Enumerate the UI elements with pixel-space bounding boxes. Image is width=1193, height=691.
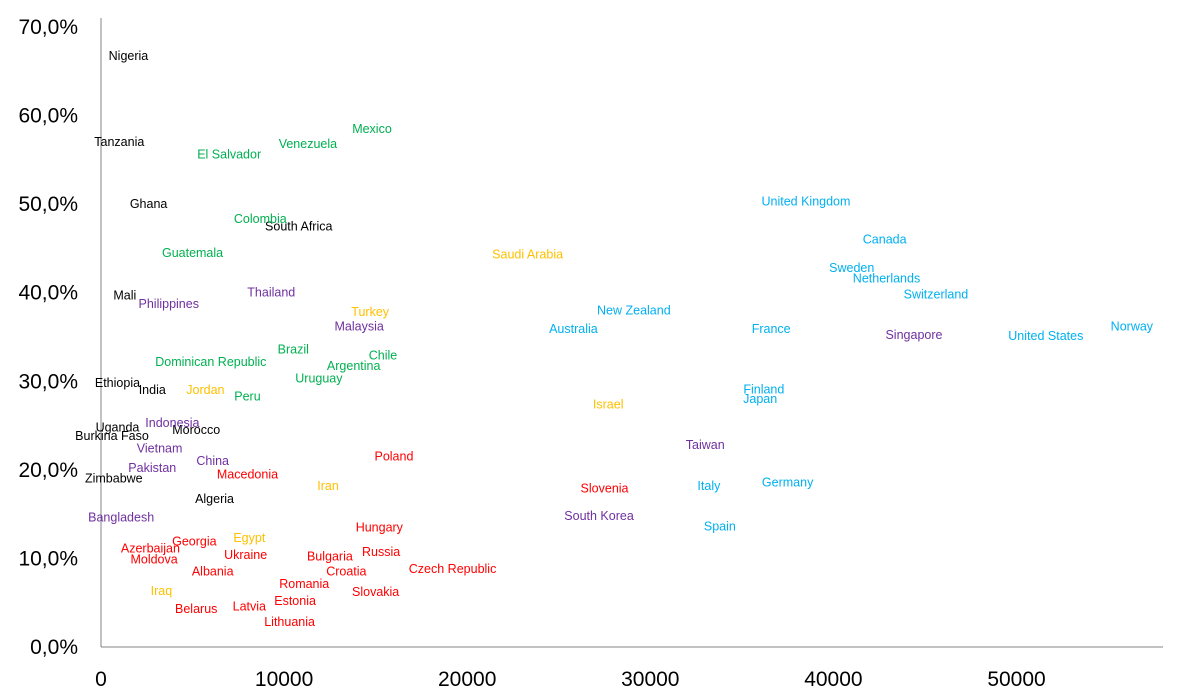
point-label-philippines: Philippines	[139, 297, 199, 311]
point-label-malaysia: Malaysia	[335, 319, 384, 333]
chart-axes	[100, 18, 1163, 648]
point-label-bulgaria: Bulgaria	[307, 550, 353, 564]
point-label-lithuania: Lithuania	[264, 615, 315, 629]
x-tick-label: 30000	[621, 668, 679, 691]
x-tick-label: 10000	[255, 668, 313, 691]
point-label-canada: Canada	[863, 233, 907, 247]
point-label-russia: Russia	[362, 545, 400, 559]
point-label-czech-republic: Czech Republic	[409, 562, 497, 576]
point-label-france: France	[752, 322, 791, 336]
point-label-peru: Peru	[234, 389, 260, 403]
point-label-norway: Norway	[1111, 319, 1154, 333]
point-label-latvia: Latvia	[233, 599, 266, 613]
x-tick-labels: 0 10000 20000 30000 40000 50000	[95, 668, 1046, 691]
point-label-morocco: Morocco	[172, 423, 220, 437]
point-label-egypt: Egypt	[233, 531, 265, 545]
y-tick-label: 70,0%	[18, 16, 78, 39]
y-tick-label: 30,0%	[18, 370, 78, 393]
point-label-romania: Romania	[279, 577, 329, 591]
point-label-belarus: Belarus	[175, 602, 217, 616]
y-tick-label: 40,0%	[18, 282, 78, 305]
point-label-turkey: Turkey	[351, 305, 389, 319]
x-tick-label: 20000	[438, 668, 496, 691]
point-label-venezuela: Venezuela	[279, 137, 337, 151]
point-label-south-africa: South Africa	[265, 219, 332, 233]
point-label-uruguay: Uruguay	[295, 372, 343, 386]
point-label-united-states: United States	[1008, 329, 1083, 343]
point-label-brazil: Brazil	[278, 342, 309, 356]
point-label-croatia: Croatia	[326, 565, 366, 579]
point-label-india: India	[139, 383, 166, 397]
point-label-algeria: Algeria	[195, 492, 234, 506]
y-tick-label: 0,0%	[30, 636, 78, 659]
point-label-hungary: Hungary	[356, 520, 404, 534]
point-label-mali: Mali	[113, 288, 136, 302]
point-label-ethiopia: Ethiopia	[95, 376, 140, 390]
data-point-labels: Nigeria Tanzania Ghana South Africa Mali Ethi…	[75, 49, 1154, 629]
point-label-zimbabwe: Zimbabwe	[85, 472, 143, 486]
point-label-argentina: Argentina	[327, 359, 381, 373]
point-label-macedonia: Macedonia	[217, 467, 278, 481]
point-label-switzerland: Switzerland	[904, 287, 969, 301]
point-label-australia: Australia	[549, 322, 598, 336]
point-label-slovenia: Slovenia	[581, 481, 629, 495]
point-label-mexico: Mexico	[352, 122, 392, 136]
point-label-bangladesh: Bangladesh	[88, 511, 154, 525]
point-label-taiwan: Taiwan	[686, 438, 725, 452]
point-label-iraq: Iraq	[151, 584, 173, 598]
point-label-dominican-republic: Dominican Republic	[155, 355, 266, 369]
point-label-uganda: Uganda	[96, 420, 140, 434]
point-label-vietnam: Vietnam	[137, 442, 183, 456]
point-label-saudi-arabia: Saudi Arabia	[492, 248, 563, 262]
x-tick-label: 40000	[804, 668, 862, 691]
point-label-thailand: Thailand	[247, 286, 295, 300]
x-tick-label: 50000	[987, 668, 1045, 691]
point-label-ghana: Ghana	[130, 197, 168, 211]
point-label-slovakia: Slovakia	[352, 585, 399, 599]
y-tick-label: 20,0%	[18, 459, 78, 482]
point-label-georgia: Georgia	[172, 535, 217, 549]
point-label-ukraine: Ukraine	[224, 548, 267, 562]
point-label-singapore: Singapore	[885, 328, 942, 342]
point-label-burkina-faso: Burkina Faso	[75, 429, 149, 443]
point-label-guatemala: Guatemala	[162, 246, 223, 260]
y-tick-label: 10,0%	[18, 547, 78, 570]
point-label-azerbaijan: Azerbaijan	[121, 542, 180, 556]
point-label-tanzania: Tanzania	[94, 135, 144, 149]
point-label-indonesia: Indonesia	[145, 416, 199, 430]
point-label-israel: Israel	[593, 397, 624, 411]
point-label-nigeria: Nigeria	[109, 49, 149, 63]
point-label-moldova: Moldova	[130, 552, 177, 566]
x-tick-label: 0	[95, 668, 107, 691]
point-label-netherlands: Netherlands	[853, 272, 920, 286]
point-label-pakistan: Pakistan	[128, 461, 176, 475]
y-tick-label: 60,0%	[18, 105, 78, 128]
point-label-china: China	[196, 454, 229, 468]
point-label-colombia: Colombia	[234, 212, 287, 226]
point-label-sweden: Sweden	[829, 261, 874, 275]
point-label-poland: Poland	[374, 450, 413, 464]
point-label-chile: Chile	[369, 349, 398, 363]
point-label-new-zealand: New Zealand	[597, 303, 671, 317]
point-label-italy: Italy	[697, 479, 721, 493]
point-label-spain: Spain	[704, 520, 736, 534]
y-tick-label: 50,0%	[18, 193, 78, 216]
point-label-el-salvador: El Salvador	[197, 148, 261, 162]
point-label-jordan: Jordan	[186, 383, 224, 397]
point-label-south-korea: South Korea	[564, 509, 634, 523]
point-label-finland: Finland	[743, 382, 784, 396]
y-tick-labels: 0,0% 10,0% 20,0% 30,0% 40,0% 50,0% 60,0% 70,0%	[18, 16, 78, 659]
point-label-germany: Germany	[762, 475, 814, 489]
point-label-united-kingdom: United Kingdom	[761, 194, 850, 208]
point-label-iran: Iran	[317, 479, 339, 493]
point-label-estonia: Estonia	[274, 594, 316, 608]
point-label-albania: Albania	[192, 565, 234, 579]
point-label-japan: Japan	[743, 392, 777, 406]
